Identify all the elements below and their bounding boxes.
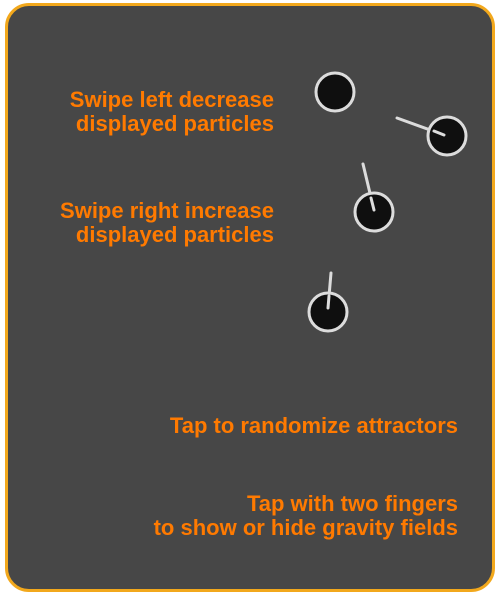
hint-tap-randomize: Tap to randomize attractors <box>170 414 458 438</box>
attractor[interactable] <box>314 71 356 113</box>
attractor[interactable] <box>307 271 349 333</box>
hint-two-finger-line2: to show or hide gravity fields <box>153 515 458 540</box>
hint-swipe-left: Swipe left decrease displayed particles <box>70 88 274 136</box>
hint-swipe-right-line2: displayed particles <box>75 222 274 247</box>
hint-swipe-right-line1: Swipe right increase <box>60 198 274 223</box>
attractor[interactable] <box>353 162 395 233</box>
attractors-layer <box>307 71 468 333</box>
hint-swipe-left-line1: Swipe left decrease <box>69 87 274 112</box>
hint-two-finger-line1: Tap with two fingers <box>246 491 458 516</box>
hint-two-finger-tap: Tap with two fingers to show or hide gra… <box>154 492 458 540</box>
hint-swipe-left-line2: displayed particles <box>75 111 274 136</box>
attractor[interactable] <box>395 115 468 157</box>
hint-swipe-right: Swipe right increase displayed particles <box>60 199 274 247</box>
particle-canvas[interactable]: Swipe left decrease displayed particles … <box>5 3 495 592</box>
hint-tap-line1: Tap to randomize attractors <box>169 413 458 438</box>
